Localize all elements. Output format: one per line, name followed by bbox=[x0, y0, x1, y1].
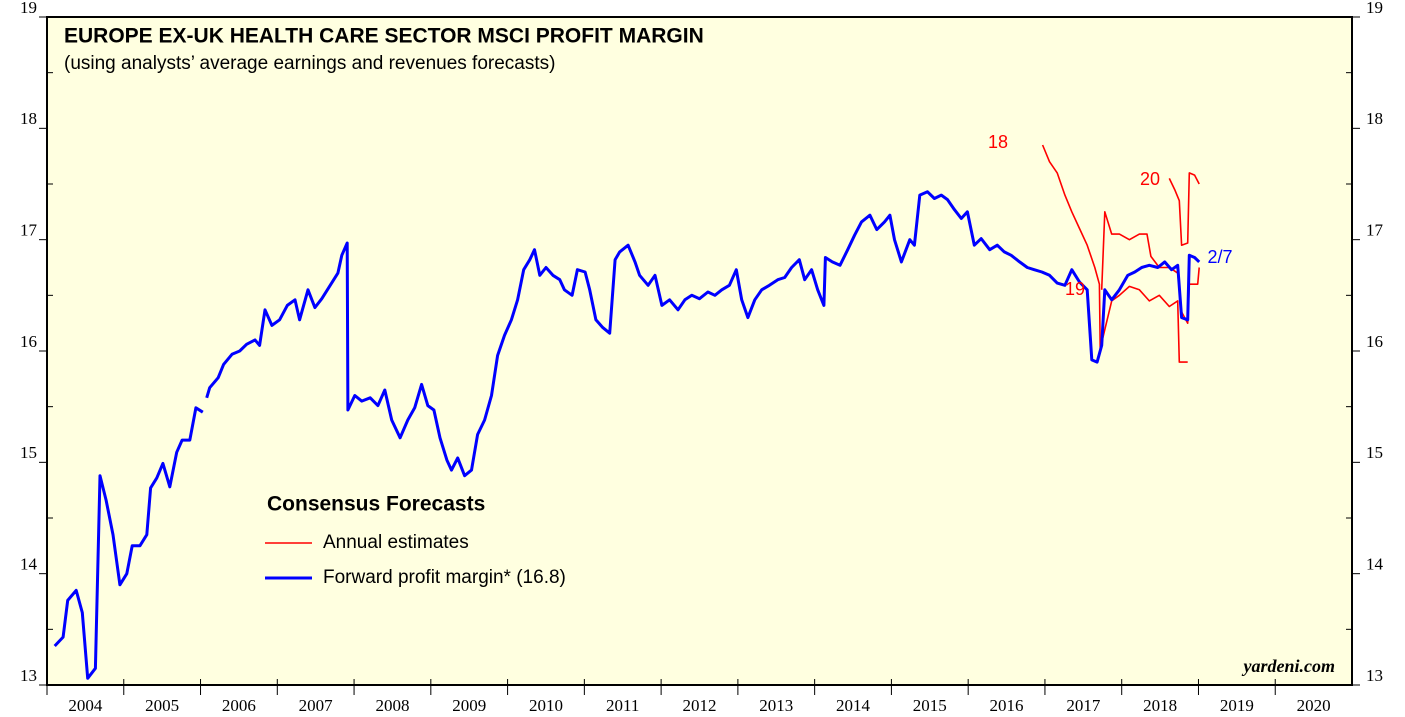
source: yardeni.com bbox=[1242, 656, 1336, 676]
legend-label: Forward profit margin* (16.8) bbox=[323, 567, 566, 588]
x-tick-label: 2011 bbox=[606, 696, 639, 715]
x-tick-label: 2019 bbox=[1220, 696, 1254, 715]
x-tick-label: 2016 bbox=[990, 696, 1024, 715]
y-tick-label: 14 bbox=[20, 555, 38, 574]
annotation: 2/7 bbox=[1207, 247, 1232, 267]
x-tick-label: 2005 bbox=[145, 696, 179, 715]
chart-subtitle: (using analysts’ average earnings and re… bbox=[64, 53, 555, 74]
y-tick-label: 16 bbox=[20, 332, 37, 351]
annotation: 20 bbox=[1140, 169, 1160, 189]
annotation: 19 bbox=[1065, 279, 1085, 299]
y-tick-label: 18 bbox=[20, 109, 37, 128]
x-tick-label: 2008 bbox=[375, 696, 409, 715]
y2-tick-label: 17 bbox=[1366, 221, 1384, 240]
y2-tick-label: 13 bbox=[1366, 666, 1383, 685]
x-tick-label: 2012 bbox=[683, 696, 717, 715]
x-tick-label: 2004 bbox=[68, 696, 103, 715]
x-tick-label: 2006 bbox=[222, 696, 256, 715]
annotation: 18 bbox=[988, 132, 1008, 152]
x-tick-label: 2015 bbox=[913, 696, 947, 715]
legend-title: Consensus Forecasts bbox=[267, 493, 485, 516]
x-tick-label: 2010 bbox=[529, 696, 563, 715]
x-tick-label: 2018 bbox=[1143, 696, 1177, 715]
y2-tick-label: 14 bbox=[1366, 555, 1384, 574]
chart-title: EUROPE EX-UK HEALTH CARE SECTOR MSCI PRO… bbox=[64, 25, 704, 48]
x-tick-label: 2017 bbox=[1066, 696, 1101, 715]
series-line bbox=[53, 190, 1201, 680]
x-tick-label: 2013 bbox=[759, 696, 793, 715]
y-tick-label: 15 bbox=[20, 443, 37, 462]
y-tick-label: 17 bbox=[20, 221, 38, 240]
x-tick-label: 2007 bbox=[299, 696, 334, 715]
x-tick-label: 2009 bbox=[452, 696, 486, 715]
x-tick-label: 2014 bbox=[836, 696, 871, 715]
x-tick-label: 2020 bbox=[1297, 696, 1331, 715]
y2-tick-label: 15 bbox=[1366, 443, 1383, 462]
plot-area bbox=[46, 16, 1353, 686]
y2-tick-label: 19 bbox=[1366, 0, 1383, 17]
y-tick-label: 19 bbox=[20, 0, 37, 17]
legend-label: Annual estimates bbox=[323, 532, 469, 553]
y2-tick-label: 16 bbox=[1366, 332, 1383, 351]
y-tick-label: 13 bbox=[20, 666, 37, 685]
y2-tick-label: 18 bbox=[1366, 109, 1383, 128]
